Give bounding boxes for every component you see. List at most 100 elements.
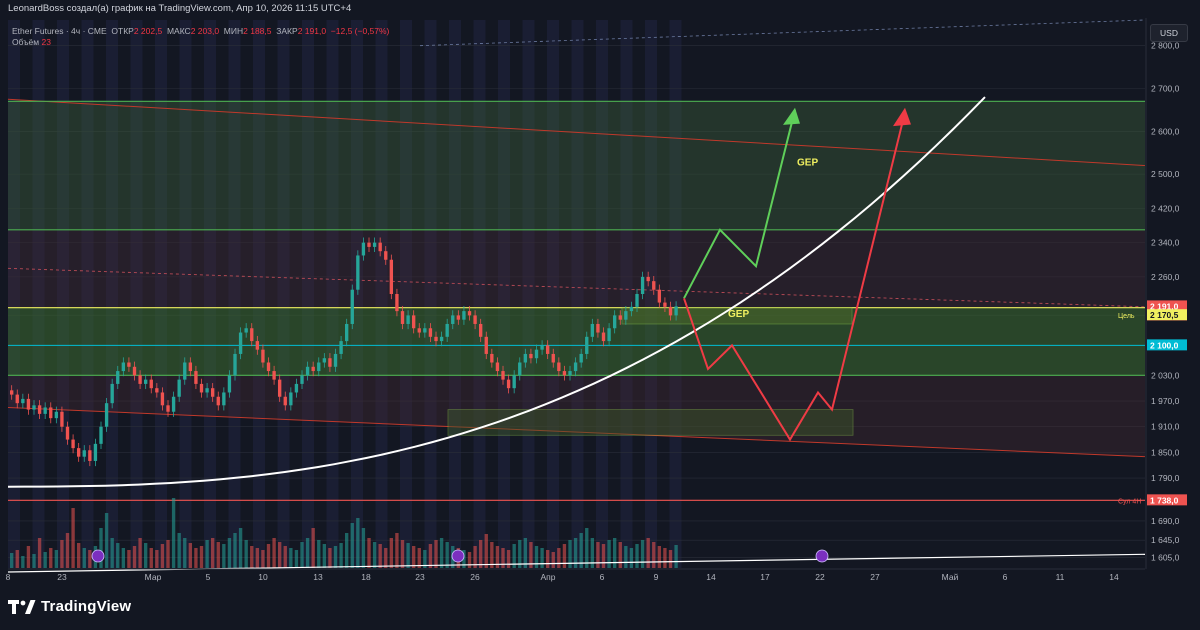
session-stripe <box>351 20 363 568</box>
volume-bar <box>674 545 678 568</box>
volume-bar <box>562 544 567 568</box>
session-stripe <box>522 20 535 568</box>
volume-bar <box>445 542 449 568</box>
volume-bar <box>311 528 315 568</box>
volume-bar <box>467 552 472 568</box>
candle-body <box>43 407 47 414</box>
candle-body <box>428 328 433 337</box>
volume-bar <box>400 540 405 568</box>
time-tick-label: 17 <box>760 572 770 582</box>
candle-body <box>272 371 276 380</box>
legend-high-label: МАКС <box>166 26 191 36</box>
candle-body <box>160 392 165 406</box>
volume-bar <box>479 540 483 568</box>
volume-bar <box>49 548 53 568</box>
candle-body <box>473 315 477 324</box>
volume-bar <box>250 546 254 568</box>
price-tick-label: 2 600,0 <box>1151 126 1180 136</box>
volume-bar <box>417 548 421 568</box>
time-tick-label: 10 <box>258 572 268 582</box>
candle-body <box>333 353 338 367</box>
volume-bar <box>345 533 349 568</box>
volume-bar <box>205 540 209 568</box>
session-stripe <box>400 20 412 568</box>
candle-body <box>166 405 170 412</box>
candle-body <box>339 341 343 354</box>
candle-body <box>484 336 488 354</box>
volume-bar <box>305 538 310 568</box>
volume-bar <box>211 538 215 568</box>
price-tick-label: 2 420,0 <box>1151 203 1180 213</box>
candle-body <box>657 289 662 303</box>
candle-body <box>646 276 650 282</box>
candle-body <box>322 358 327 363</box>
session-stripe <box>498 20 510 568</box>
candle-body <box>372 242 377 247</box>
candle-body <box>456 315 461 320</box>
price-tick-label: 1 850,0 <box>1151 447 1180 457</box>
candle-body <box>121 362 126 372</box>
candle-body <box>328 358 332 367</box>
volume-bar <box>462 550 466 568</box>
candle-body <box>378 242 382 252</box>
candle-body <box>462 311 466 320</box>
candle-body <box>10 390 14 395</box>
session-stripe <box>596 20 608 568</box>
candle-body <box>629 306 634 312</box>
volume-bar <box>127 550 131 568</box>
volume-bar <box>166 540 170 568</box>
session-stripe <box>155 20 167 568</box>
candle-body <box>585 336 589 354</box>
parabolic-support-curve <box>7 96 986 488</box>
volume-bar <box>227 538 232 568</box>
candle-body <box>60 411 64 427</box>
candle-body <box>211 388 215 397</box>
legend-change-value: −12,5 (−0,57%) <box>330 26 390 36</box>
volume-bar <box>317 540 321 568</box>
candle-body <box>495 362 500 372</box>
candle-body <box>601 332 606 342</box>
volume-bar <box>149 548 153 568</box>
volume-bar <box>629 548 634 568</box>
volume-bar <box>490 542 494 568</box>
tradingview-logo-text: TradingView <box>41 598 132 615</box>
legend-volume-label[interactable]: Объём <box>12 37 40 47</box>
tradingview-logo[interactable]: TradingView <box>8 598 131 615</box>
volume-bar <box>372 542 377 568</box>
candle-body <box>406 315 410 324</box>
candle-body <box>93 443 98 461</box>
currency-selector[interactable]: USD <box>1150 24 1188 42</box>
volume-bar <box>121 548 126 568</box>
candle-body <box>613 315 617 329</box>
candle-body <box>668 306 673 316</box>
candle-body <box>65 426 70 440</box>
candle-body <box>523 353 528 363</box>
volume-bar <box>652 542 656 568</box>
candle-body <box>199 383 204 393</box>
volume-bar <box>518 540 522 568</box>
session-stripe <box>179 20 192 568</box>
price-tag-box <box>1147 309 1187 321</box>
price-chart[interactable]: GEP GEP 2 800,0 2 700,0 2 600,0 2 500,0 2 420,… <box>0 18 1200 588</box>
volume-bar <box>160 544 165 568</box>
upper-green-zone <box>8 101 1145 230</box>
legend-close-value: 2 191,0 <box>297 26 327 36</box>
volume-bar <box>71 508 75 568</box>
volume-bar <box>406 543 410 568</box>
dashed-upper-trendline <box>419 19 1146 47</box>
candle-body <box>384 251 388 260</box>
candle-body <box>250 328 254 342</box>
volume-bar <box>657 546 662 568</box>
volume-bar <box>328 548 332 568</box>
session-stripe <box>375 20 388 568</box>
candle-body <box>127 362 131 367</box>
price-tick-label: 2 030,0 <box>1151 370 1180 380</box>
time-tick-label: 8 <box>6 572 11 582</box>
volume-bar <box>635 544 639 568</box>
volume-bar <box>640 540 645 568</box>
candle-body <box>26 398 31 410</box>
candle-body <box>395 294 399 312</box>
candle-body <box>15 394 19 404</box>
legend-symbol[interactable]: Ether Futures · 4ч · CME <box>12 26 107 36</box>
time-tick-label: 14 <box>706 572 716 582</box>
